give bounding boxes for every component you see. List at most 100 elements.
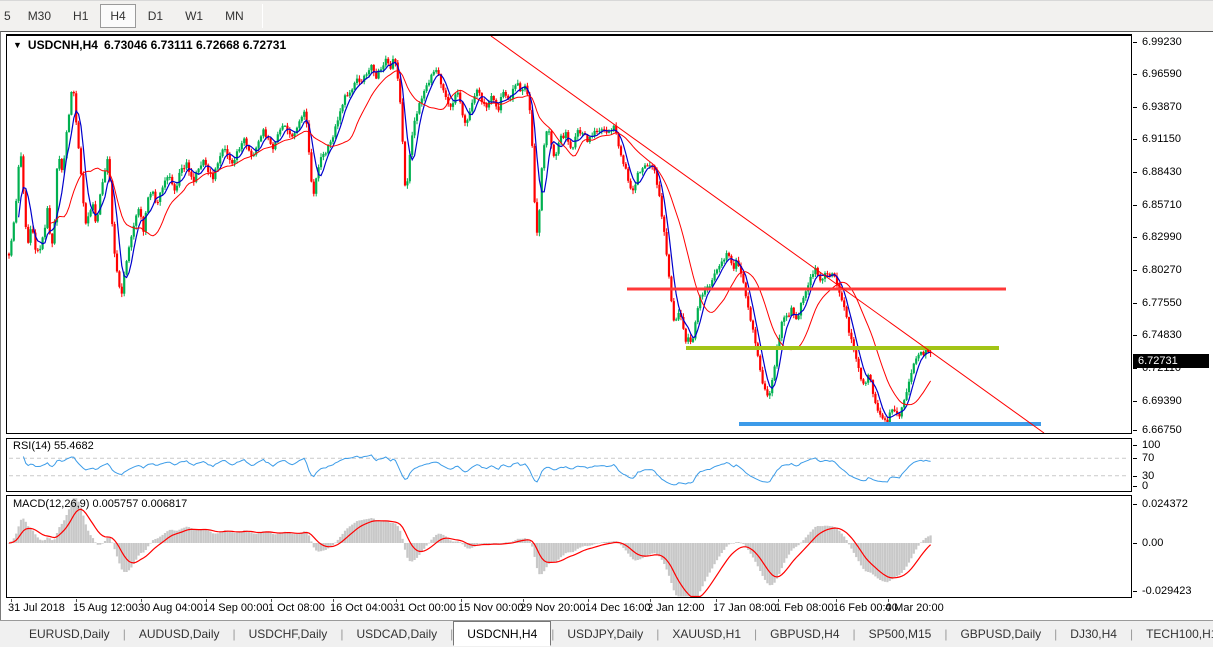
chart-tab-usdcad-daily[interactable]: USDCAD,Daily — [356, 627, 438, 641]
price-axis-label: 6.88430 — [1142, 166, 1182, 179]
time-axis-tick — [836, 599, 837, 602]
timeframe-button-m30[interactable]: M30 — [27, 9, 52, 23]
timeframe-button-h4[interactable]: H4 — [100, 4, 136, 28]
rsi-axis-label-tick — [1133, 445, 1137, 446]
time-axis-tick — [333, 599, 334, 602]
tab-separator: | — [852, 627, 856, 641]
rsi-panel[interactable] — [6, 438, 1132, 492]
time-axis-label: 31 Oct 00:00 — [393, 602, 456, 614]
price-axis-label: 6.99230 — [1142, 36, 1182, 49]
price-axis-label-tick — [1133, 270, 1137, 271]
rsi-axis-label-tick — [1133, 475, 1137, 477]
ohlc-readout: 6.73046 6.73111 6.72668 6.72731 — [103, 38, 287, 52]
timeframe-button-w1[interactable]: W1 — [185, 9, 204, 23]
time-axis-tick — [206, 599, 207, 602]
price-axis-label-tick — [1133, 367, 1137, 369]
time-axis-tick — [396, 599, 397, 602]
time-axis-label: 16 Oct 04:00 — [330, 602, 393, 614]
price-axis-label: 6.80270 — [1142, 264, 1182, 276]
time-axis-tick — [76, 599, 77, 602]
macd-canvas[interactable] — [7, 496, 1131, 597]
chart-tab-usdjpy-daily[interactable]: USDJPY,Daily — [567, 627, 644, 641]
macd-axis-label: -0.029423 — [1142, 585, 1192, 597]
timeframe-button-h1[interactable]: H1 — [73, 9, 89, 23]
time-axis-label: 29 Nov 20:00 — [520, 602, 586, 614]
time-axis-label: 31 Jul 2018 — [8, 602, 65, 614]
price-axis-label: 6.69390 — [1142, 394, 1182, 407]
price-chart-canvas[interactable] — [7, 36, 1131, 433]
symbol-name: USDCNH,H4 — [27, 38, 98, 52]
price-axis-label-tick — [1133, 400, 1137, 402]
time-axis-label: 14 Dec 16:00 — [585, 602, 651, 614]
price-axis-label: 6.85710 — [1142, 198, 1182, 211]
timeframe-button-mn[interactable]: MN — [225, 9, 244, 23]
time-axis-tick — [523, 599, 524, 602]
price-axis-label-tick — [1133, 204, 1137, 206]
chart-tab-eurusd-daily[interactable]: EURUSD,Daily — [29, 627, 110, 641]
chart-tab-audusd-daily[interactable]: AUDUSD,Daily — [138, 627, 220, 641]
macd-axis-label: 0.024372 — [1142, 498, 1188, 510]
price-axis-label-tick — [1133, 106, 1137, 108]
price-axis-label: 6.77550 — [1142, 296, 1182, 309]
timeframe-toolbar: 5 M30 H1 H4 D1 W1 MN — [0, 0, 1213, 31]
toolbar-separator — [261, 4, 263, 28]
time-axis[interactable]: 31 Jul 2018 15 Aug 12:00 30 Aug 04:00 14 Se… — [1, 599, 1132, 621]
chart-tab-usdchf-daily[interactable]: USDCHF,Daily — [248, 627, 328, 641]
chart-tab-gbpusd-h4[interactable]: GBPUSD,H4 — [770, 627, 840, 641]
timeframe-button-5[interactable]: 5 — [4, 9, 11, 23]
tab-separator: | — [551, 627, 555, 641]
macd-label: MACD(12,26,9) 0.005757 0.006817 — [13, 498, 188, 510]
price-axis-label-tick — [1133, 74, 1137, 76]
time-axis-tick — [716, 599, 717, 602]
tab-separator: | — [754, 627, 758, 641]
rsi-axis-label: 30 — [1142, 469, 1155, 482]
price-axis-label-tick — [1133, 302, 1137, 304]
time-axis-label: 30 Aug 04:00 — [138, 602, 203, 614]
chart-tab-bar: EURUSD,Daily | AUDUSD,Daily | USDCHF,Daily | U… — [0, 620, 1213, 647]
chart-tab-sp500-m15[interactable]: SP500,M15 — [868, 627, 932, 641]
price-axis-label: 6.91150 — [1142, 133, 1181, 146]
tab-separator: | — [232, 627, 236, 641]
tab-separator: | — [450, 627, 454, 641]
tab-separator: | — [1054, 627, 1058, 641]
time-axis-label: 17 Jan 08:00 — [713, 602, 777, 614]
time-axis-label: 1 Feb 08:00 — [775, 602, 834, 614]
chart-tab-gbpusd-daily[interactable]: GBPUSD,Daily — [960, 627, 1042, 641]
macd-axis-label: 0.00 — [1142, 537, 1164, 549]
price-axis-label: 6.82990 — [1142, 231, 1182, 244]
time-axis-label: 15 Nov 00:00 — [458, 602, 524, 614]
rsi-axis-label: 0 — [1142, 480, 1149, 492]
current-price-tag: 6.72731 — [1133, 353, 1209, 368]
price-axis-label: 6.74830 — [1142, 329, 1182, 342]
rsi-label: RSI(14) 55.4682 — [13, 440, 94, 452]
tab-separator: | — [656, 627, 660, 641]
price-axis-label-tick — [1133, 139, 1137, 141]
time-axis-label: 2 Jan 12:00 — [647, 602, 705, 614]
price-axis-label-tick — [1133, 172, 1137, 174]
macd-panel[interactable] — [6, 495, 1132, 598]
chart-tab-xauusd-h1[interactable]: XAUUSD,H1 — [672, 627, 742, 641]
tab-separator: | — [340, 627, 344, 641]
time-axis-label: 16 Feb 00:00 — [833, 602, 898, 614]
chart-tab-usdcnh-h4[interactable]: USDCNH,H4 — [453, 621, 552, 646]
rsi-axis-label: 100 — [1142, 439, 1161, 451]
price-axis-label: 6.96590 — [1142, 68, 1182, 81]
main-price-chart-panel[interactable] — [6, 34, 1132, 434]
time-axis-label: 1 Oct 08:00 — [268, 602, 325, 614]
price-axis-label-tick — [1133, 237, 1137, 239]
price-axis-label-tick — [1133, 42, 1137, 44]
time-axis-tick — [888, 599, 889, 602]
chart-tab-tech100-h1[interactable]: TECH100,H1 — [1146, 627, 1213, 641]
macd-axis-label-tick — [1133, 543, 1137, 544]
time-axis-label: 4 Mar 20:00 — [885, 602, 944, 614]
symbol-dropdown-icon[interactable]: ▼ — [13, 40, 22, 50]
time-axis-tick — [271, 599, 272, 602]
timeframe-button-d1[interactable]: D1 — [147, 9, 164, 23]
chart-window: ▼ USDCNH,H4 6.73046 6.73111 6.72668 6.72… — [0, 31, 1213, 620]
time-axis-tick — [650, 599, 651, 602]
time-axis-label: 14 Sep 00:00 — [203, 602, 269, 614]
chart-tab-dj30-h4[interactable]: DJ30,H4 — [1070, 627, 1117, 641]
time-axis-tick — [11, 599, 12, 602]
rsi-canvas[interactable] — [7, 439, 1131, 491]
